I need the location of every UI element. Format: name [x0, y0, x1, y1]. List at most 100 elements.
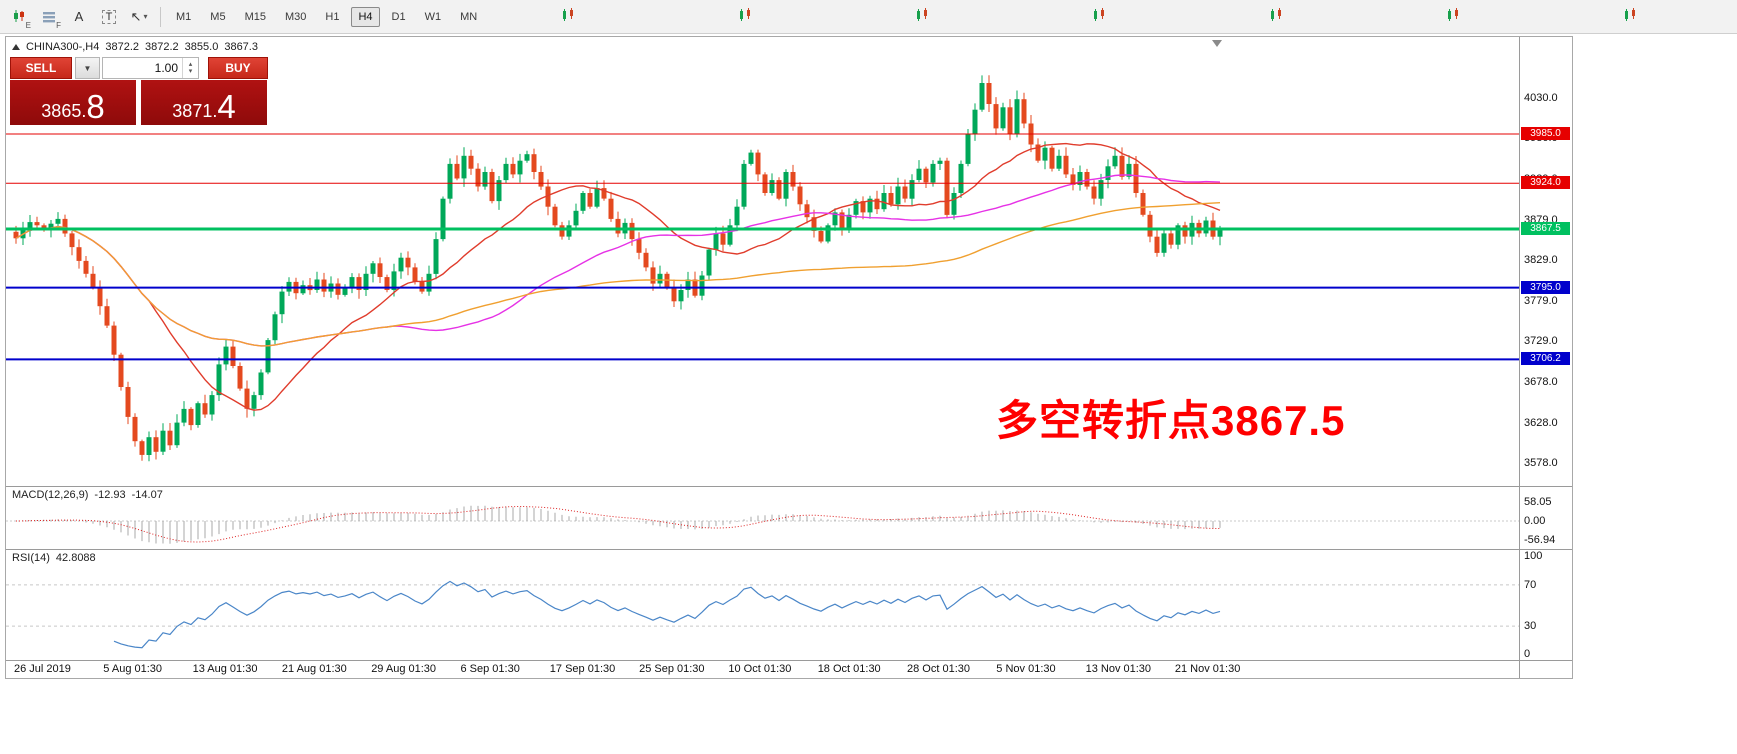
chevron-down-icon: ▾ — [143, 12, 148, 21]
toolbar-separator — [160, 6, 161, 27]
timeframe-h1[interactable]: H1 — [325, 10, 340, 23]
rsi-tick: 30 — [1524, 620, 1537, 633]
time-label: 29 Aug 01:30 — [371, 663, 437, 675]
price-tick: 4030.0 — [1524, 91, 1558, 104]
buy-button[interactable]: BUY — [208, 57, 268, 79]
macd-pane[interactable]: MACD(12,26,9) -12.93 -14.07 — [6, 487, 1519, 549]
timeframe-m15[interactable]: M15 — [244, 10, 266, 23]
mini-chart-icon[interactable] — [1445, 7, 1463, 23]
mini-chart-icon[interactable] — [1622, 7, 1640, 23]
template-tool-button[interactable]: T — [96, 4, 122, 30]
time-label: 25 Sep 01:30 — [639, 663, 705, 675]
rsi-value: 42.8088 — [55, 552, 96, 564]
axis-corner — [1519, 661, 1572, 678]
time-label: 10 Oct 01:30 — [728, 663, 792, 675]
time-label: 13 Nov 01:30 — [1085, 663, 1152, 675]
symbol-name: CHINA300-,H4 — [26, 41, 100, 53]
timeframe-d1[interactable]: D1 — [391, 10, 406, 23]
macd-name: MACD(12,26,9) — [12, 489, 89, 501]
sell-price-display[interactable]: 3865. 8 — [10, 80, 136, 125]
mini-chart-icon[interactable] — [1091, 7, 1109, 23]
mini-chart-icon[interactable] — [737, 7, 755, 23]
timeframe-group: M1 M5 M15 M30 H1 H4 D1 W1 MN — [169, 6, 485, 27]
volume-dropdown-button[interactable]: ▼ — [75, 57, 100, 79]
candlestick-chart-icon — [13, 10, 24, 22]
macd-main-value: -12.93 — [94, 489, 126, 501]
price-tick: 3729.0 — [1524, 334, 1558, 347]
rsi-axis: 100 70 30 0 — [1519, 550, 1572, 660]
price-tick: 3678.0 — [1524, 376, 1558, 389]
time-label: 18 Oct 01:30 — [817, 663, 881, 675]
timeframe-m5[interactable]: M5 — [210, 10, 226, 23]
rsi-pane[interactable]: RSI(14) 42.8088 — [6, 550, 1519, 660]
time-label: 5 Nov 01:30 — [996, 663, 1056, 675]
price-tick: 3779.0 — [1524, 294, 1558, 307]
chart-shift-marker[interactable] — [1212, 40, 1222, 47]
price-chart[interactable]: CHINA300-,H4 3872.2 3872.2 3855.0 3867.3… — [6, 37, 1519, 486]
sell-price-pip: 8 — [86, 88, 105, 125]
timeframe-m1[interactable]: M1 — [176, 10, 192, 23]
icon-subscript: F — [56, 20, 61, 30]
timeframe-m30[interactable]: M30 — [284, 10, 307, 23]
timeframe-h4[interactable]: H4 — [351, 6, 380, 27]
template-tool-label: T — [101, 9, 117, 24]
time-label: 17 Sep 01:30 — [549, 663, 616, 675]
timeframe-w1[interactable]: W1 — [424, 10, 442, 23]
macd-tick: 0.00 — [1524, 515, 1546, 527]
timeframe-mn[interactable]: MN — [460, 10, 478, 23]
chart-window: CHINA300-,H4 3872.2 3872.2 3855.0 3867.3… — [5, 36, 1573, 679]
toolbar: E F A T ↖ ▾ M1 M5 M15 M30 H1 H4 D1 W1 MN — [0, 0, 1737, 34]
arrow-down-icon: ▾ — [188, 68, 193, 75]
text-tool-button[interactable]: A — [66, 4, 92, 30]
price-tick: 3578.0 — [1524, 457, 1558, 470]
time-label: 28 Oct 01:30 — [907, 663, 970, 675]
sell-price-base: 3865. — [41, 101, 87, 121]
buy-price-pip: 4 — [217, 88, 236, 125]
buy-price-display[interactable]: 3871. 4 — [141, 80, 267, 125]
time-label: 21 Nov 01:30 — [1174, 663, 1241, 675]
mini-chart-icon[interactable] — [1268, 7, 1286, 23]
candlestick-chart-button[interactable]: E — [6, 4, 32, 30]
price-level-tag[interactable]: 3795.0 — [1521, 280, 1570, 294]
bar-close: 3867.3 — [224, 41, 258, 53]
volume-stepper[interactable]: ▴ ▾ — [182, 58, 198, 78]
chevron-down-icon: ▼ — [83, 63, 92, 73]
sell-button[interactable]: SELL — [10, 57, 72, 79]
time-label: 5 Aug 01:30 — [103, 663, 163, 675]
one-click-trading-panel: SELL ▼ ▴▾ BUY 3865.8 — [10, 57, 268, 125]
rsi-label: RSI(14) 42.8088 — [12, 552, 96, 564]
cursor-icon: ↖ — [130, 8, 142, 24]
time-label: 6 Sep 01:30 — [460, 663, 520, 675]
grid-icon — [43, 11, 55, 22]
chart-annotation: 多空转折点3867.5 — [996, 397, 1346, 444]
time-label: 26 Jul 2019 — [14, 663, 71, 675]
mini-chart-icon[interactable] — [560, 7, 578, 23]
grid-button[interactable]: F — [36, 4, 62, 30]
price-tick: 3628.0 — [1524, 416, 1558, 429]
time-label: 21 Aug 01:30 — [281, 663, 347, 675]
bar-open: 3872.2 — [105, 41, 140, 53]
volume-input[interactable] — [103, 58, 182, 78]
arrow-up-icon: ▴ — [188, 61, 193, 68]
price-level-tag[interactable]: 3867.5 — [1521, 221, 1570, 235]
macd-label: MACD(12,26,9) -12.93 -14.07 — [12, 489, 163, 501]
symbol-info: CHINA300-,H4 3872.2 3872.2 3855.0 3867.3 — [12, 41, 258, 53]
rsi-tick: 0 — [1524, 648, 1531, 660]
cursor-tool-button[interactable]: ↖ ▾ — [126, 4, 152, 30]
price-tick: 3829.0 — [1524, 254, 1558, 267]
rsi-tick: 100 — [1524, 550, 1543, 562]
chart-tools-group: E F A T ↖ ▾ — [6, 4, 152, 30]
bar-low: 3855.0 — [184, 41, 219, 53]
macd-tick: -56.94 — [1524, 533, 1556, 546]
price-level-tag[interactable]: 3924.0 — [1521, 176, 1570, 190]
time-axis[interactable]: 26 Jul 2019 5 Aug 01:30 13 Aug 01:30 21 Aug… — [6, 661, 1519, 678]
text-tool-label: A — [74, 9, 84, 24]
mini-chart-icon[interactable] — [914, 7, 932, 23]
time-label: 13 Aug 01:30 — [192, 663, 258, 675]
price-axis[interactable]: 4030.03980.03929.03879.03829.03779.03729… — [1519, 37, 1572, 486]
price-level-tag[interactable]: 3706.2 — [1521, 352, 1570, 366]
volume-box: ▴▾ — [102, 57, 199, 79]
price-level-tag[interactable]: 3985.0 — [1521, 126, 1570, 140]
rsi-name: RSI(14) — [12, 552, 50, 564]
